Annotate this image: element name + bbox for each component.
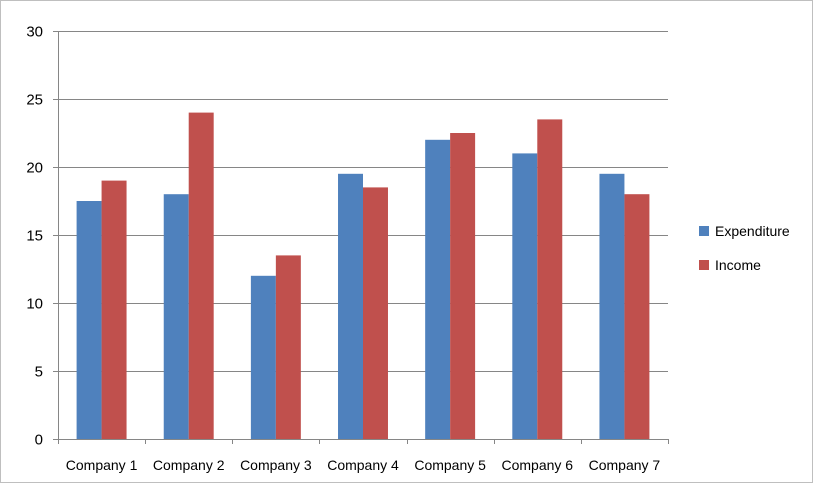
x-tick-label: Company 5	[414, 457, 486, 473]
bar-expenditure-6	[512, 153, 538, 439]
y-tick-label: 20	[26, 160, 43, 177]
bar-income-2	[188, 112, 214, 439]
axes	[53, 31, 669, 444]
bars	[76, 112, 650, 440]
y-tick-label: 5	[35, 364, 43, 381]
x-tick-label: Company 6	[501, 457, 573, 473]
legend-label-income: Income	[715, 257, 761, 273]
legend-swatch-expenditure	[699, 226, 709, 236]
bar-income-6	[537, 119, 563, 440]
y-tick-label: 15	[26, 228, 43, 245]
y-tick-label: 25	[26, 92, 43, 109]
bar-expenditure-4	[338, 173, 363, 440]
x-tick-label: Company 7	[589, 457, 661, 473]
bar-income-4	[363, 187, 388, 439]
bar-expenditure-3	[250, 275, 276, 439]
legend-item-income: Income	[699, 255, 811, 275]
x-tick-labels: Company 1 Company 2 Company 3 Company 4 Comp…	[66, 457, 661, 473]
y-tick-label: 30	[26, 24, 43, 41]
legend-item-expenditure: Expenditure	[699, 221, 811, 241]
y-tick-labels: 0 5 10 15 20 25 30	[26, 24, 43, 449]
x-tick-label: Company 3	[240, 457, 312, 473]
legend: Expenditure Income	[699, 221, 811, 289]
bar-income-3	[275, 255, 301, 439]
y-tick-label: 10	[26, 296, 43, 313]
bar-income-5	[450, 133, 476, 439]
bar-income-7	[624, 194, 650, 439]
y-tick-label: 0	[35, 432, 43, 449]
bar-expenditure-7	[599, 173, 625, 440]
x-tick-label: Company 1	[66, 457, 138, 473]
bar-expenditure-1	[76, 201, 102, 439]
x-tick-label: Company 2	[153, 457, 225, 473]
bar-expenditure-5	[425, 139, 451, 440]
legend-label-expenditure: Expenditure	[715, 223, 790, 239]
legend-swatch-income	[699, 260, 709, 270]
bar-expenditure-2	[163, 194, 189, 439]
bar-income-1	[101, 180, 127, 439]
x-tick-label: Company 4	[327, 457, 399, 473]
